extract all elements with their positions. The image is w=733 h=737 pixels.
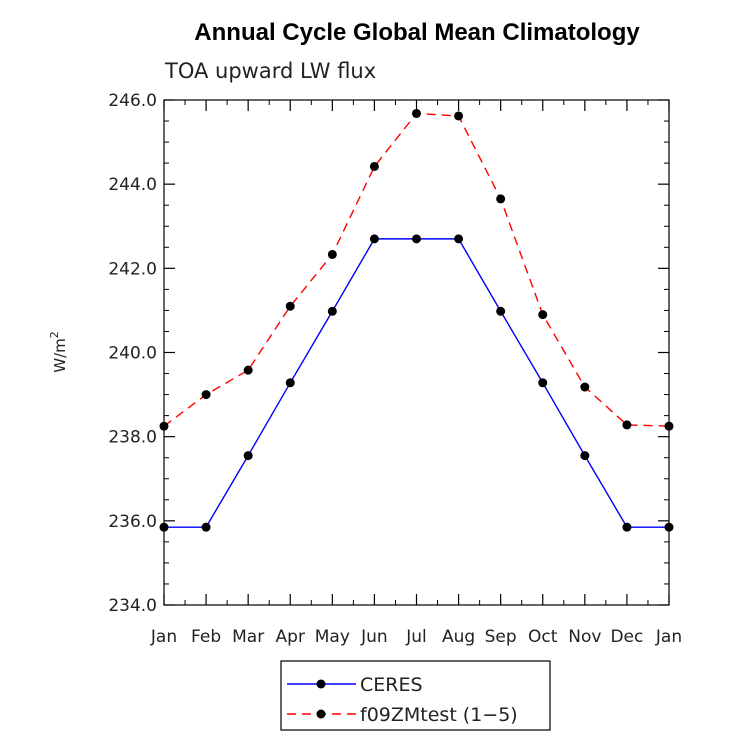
data-point xyxy=(496,194,506,204)
data-point xyxy=(285,301,295,311)
data-point xyxy=(369,234,379,244)
y-axis-label-superscript: 2 xyxy=(48,331,61,338)
legend-marker xyxy=(316,679,326,689)
y-tick-label: 240.0 xyxy=(108,344,157,364)
data-point xyxy=(454,234,464,244)
legend-box xyxy=(280,660,551,731)
data-point xyxy=(327,249,337,259)
data-point xyxy=(243,365,253,375)
x-tick-label: Apr xyxy=(276,627,305,647)
series-layer xyxy=(159,108,674,532)
x-tick-label: Feb xyxy=(191,627,221,647)
legend: CERES f09ZMtest (1−5) xyxy=(280,660,551,731)
y-tick-label: 246.0 xyxy=(108,91,157,111)
x-tick-label: Oct xyxy=(528,627,558,647)
data-point xyxy=(664,522,674,532)
y-tick-label: 242.0 xyxy=(108,259,157,279)
data-point xyxy=(159,421,169,431)
x-tick-label: Sep xyxy=(485,627,517,647)
y-tick-label: 236.0 xyxy=(108,512,157,532)
data-point xyxy=(201,522,211,532)
data-point xyxy=(538,378,548,388)
legend-label: CERES xyxy=(360,674,423,696)
legend-marker xyxy=(316,709,326,719)
data-point xyxy=(580,382,590,392)
x-tick-label: Jul xyxy=(405,627,427,647)
x-tick-label: Jan xyxy=(150,627,177,647)
y-axis-label: W/m2 xyxy=(48,331,69,373)
data-point xyxy=(412,234,421,244)
plot-axes: Jan Feb Mar Apr May Jun Jul Aug Sep Oct Nov Dec Jan 2… xyxy=(108,91,682,647)
x-tick-label: Mar xyxy=(232,627,264,647)
series-f09zmtest xyxy=(159,108,674,431)
data-point xyxy=(622,420,632,430)
data-point xyxy=(285,378,295,388)
x-tick-label: Aug xyxy=(442,627,475,647)
chart-title: Annual Cycle Global Mean Climatology xyxy=(194,19,640,46)
data-point xyxy=(412,108,421,118)
series-ceres xyxy=(159,234,674,532)
data-point xyxy=(369,161,379,171)
plot-frame xyxy=(163,99,670,606)
data-point xyxy=(622,522,632,532)
data-point xyxy=(496,306,506,316)
y-tick-label: 234.0 xyxy=(108,596,157,616)
y-tick-label: 244.0 xyxy=(108,175,157,195)
series-line xyxy=(163,112,670,427)
x-tick-label: May xyxy=(315,627,350,647)
data-point xyxy=(538,310,548,320)
chart-subtitle: TOA upward LW flux xyxy=(164,59,376,83)
x-tick-label: Jan xyxy=(655,627,682,647)
x-tick-label: Dec xyxy=(610,627,643,647)
x-tick-label: Jun xyxy=(360,627,388,647)
data-point xyxy=(664,421,674,431)
x-tick-label: Nov xyxy=(568,627,601,647)
data-point xyxy=(327,306,337,316)
data-point xyxy=(454,111,464,121)
legend-label: f09ZMtest (1−5) xyxy=(360,704,518,726)
data-point xyxy=(201,390,211,400)
y-tick-label: 238.0 xyxy=(108,428,157,448)
data-point xyxy=(580,451,590,461)
data-point xyxy=(159,522,169,532)
series-line xyxy=(164,238,669,528)
y-axis-label-text: W/m xyxy=(51,338,69,373)
data-point xyxy=(243,451,253,461)
